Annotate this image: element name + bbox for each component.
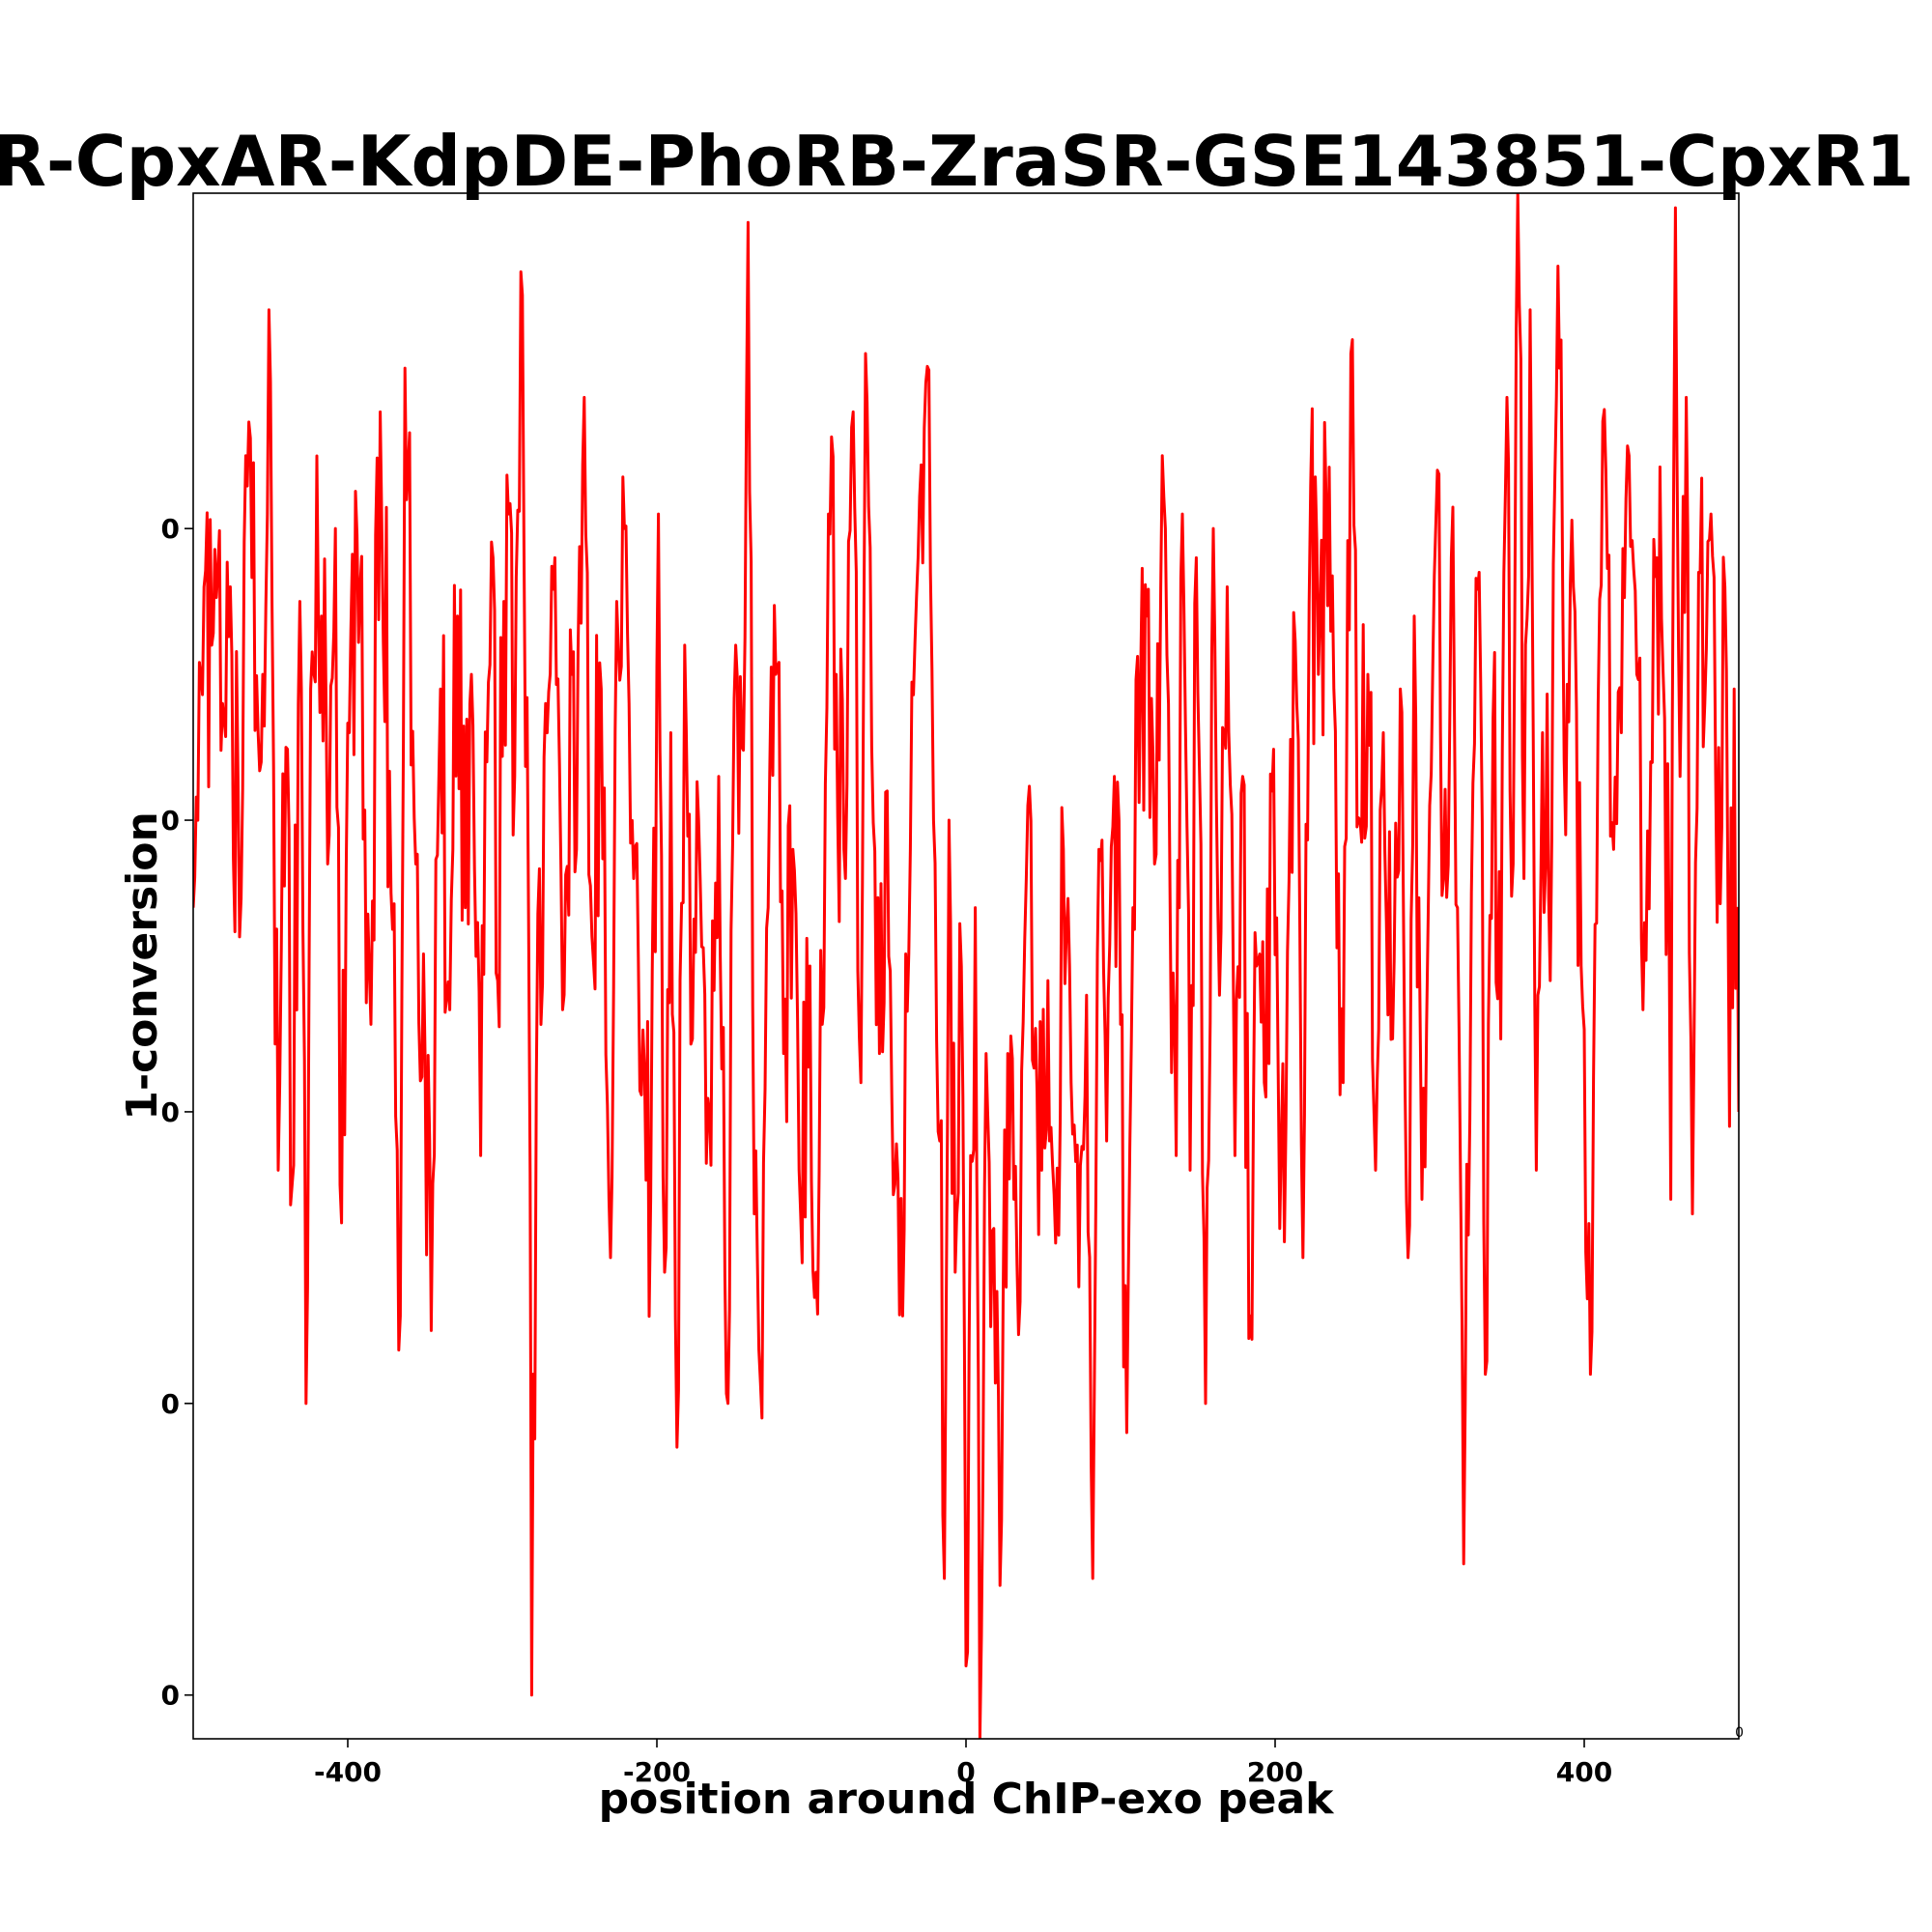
x-tick-label: 0 <box>956 1756 975 1788</box>
x-tick-label: -400 <box>314 1756 382 1788</box>
x-tick-label: 200 <box>1247 1756 1303 1788</box>
x-axis: -400 -200 0 200 400 <box>314 1739 1612 1788</box>
x-tick-label: -200 <box>623 1756 691 1788</box>
y-tick-label: 0 <box>161 1388 180 1420</box>
chart-title: SR-CpxAR-KdpDE-PhoRB-ZraSR-GSE143851-Cpx… <box>0 121 1932 202</box>
y-axis-title: 1-conversion <box>118 811 167 1121</box>
y-tick-label: 0 <box>161 513 180 545</box>
x-axis-title: position around ChIP-exo peak <box>599 1775 1336 1824</box>
y-axis: 0 0 0 0 0 <box>161 513 193 1712</box>
y-tick-label: 0 <box>161 1680 180 1712</box>
x-axis-offset-text: 0 <box>1735 1725 1744 1741</box>
y-tick-label: 0 <box>161 1096 180 1128</box>
series-line-0 <box>193 193 1739 1739</box>
plot-area <box>193 193 1739 1739</box>
y-tick-label: 0 <box>161 805 180 837</box>
x-tick-label: 400 <box>1556 1756 1612 1788</box>
